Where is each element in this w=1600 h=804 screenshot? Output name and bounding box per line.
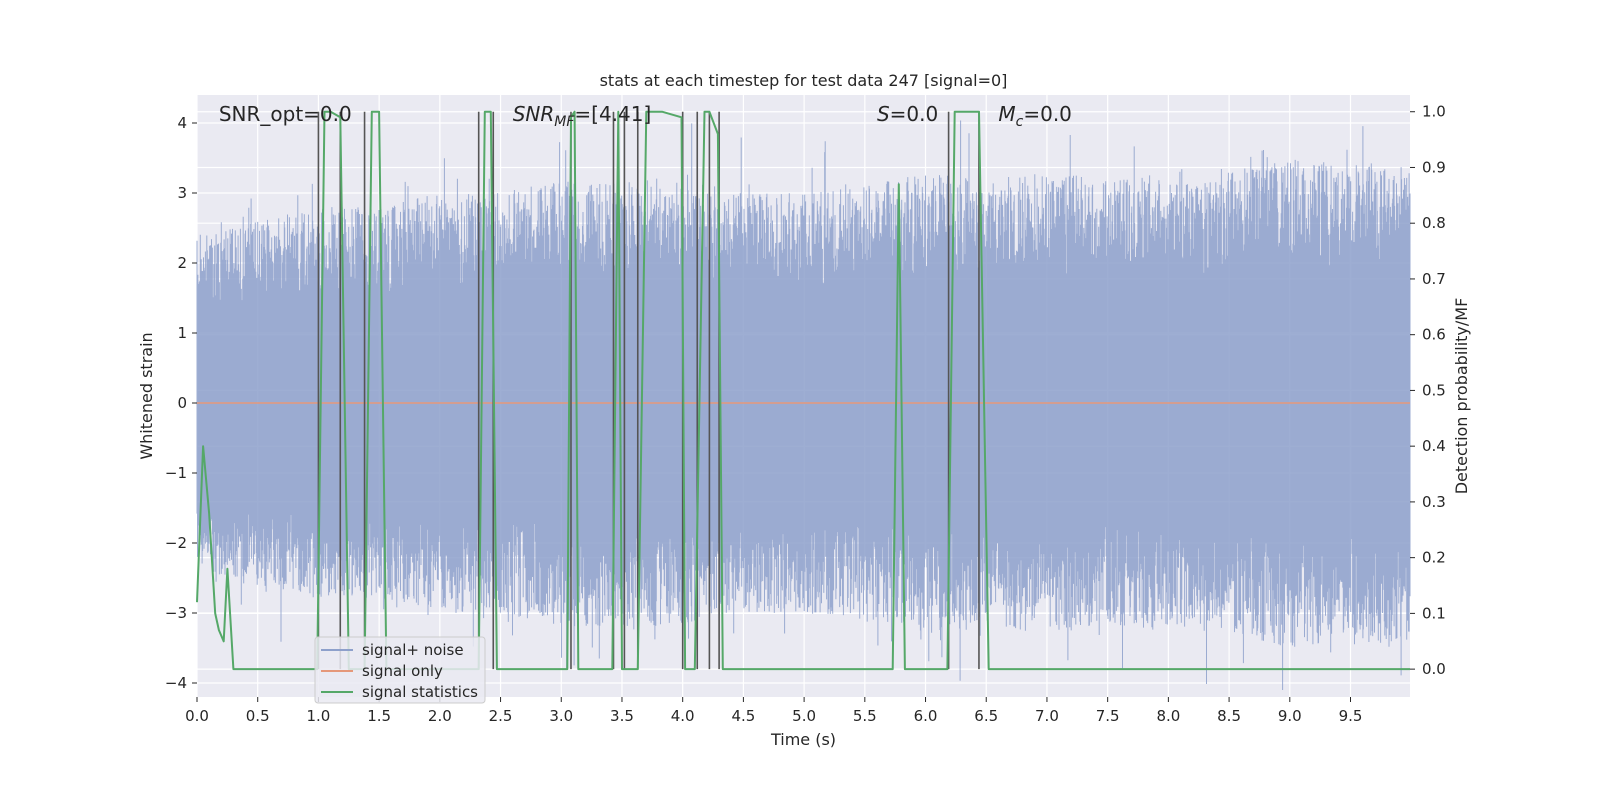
legend-entry-signal-noise: signal+ noise xyxy=(362,641,464,659)
x-tick-label-7: 3.5 xyxy=(610,707,634,725)
y-left-tick-label-6: 2 xyxy=(177,254,187,272)
y-right-tick-label-7: 0.7 xyxy=(1422,270,1446,288)
x-tick-label-14: 7.0 xyxy=(1035,707,1059,725)
x-tick-label-2: 1.0 xyxy=(306,707,330,725)
x-tick-label-11: 5.5 xyxy=(853,707,877,725)
y-right-tick-label-8: 0.8 xyxy=(1422,214,1446,232)
y-left-tick-label-1: −3 xyxy=(165,604,187,622)
noise-trace xyxy=(196,120,1411,690)
y-right-tick-label-10: 1.0 xyxy=(1422,103,1446,121)
series-signal-statistics xyxy=(196,110,1410,671)
x-axis-ticks: 0.0 0.5 1.0 1.5 2.0 2.5 3.0 3.5 4.0 4.5 5.0 5.5 6.0 6… xyxy=(185,697,1362,725)
y-left-tick-label-5: 1 xyxy=(177,324,187,342)
y-right-tick-label-9: 0.9 xyxy=(1422,158,1446,176)
annotation-s-rest: =0.0 xyxy=(890,102,939,126)
x-axis-label: Time (s) xyxy=(770,730,836,749)
y-axis-right-label: Detection probability/MF xyxy=(1452,298,1471,495)
chart-title: stats at each timestep for test data 247… xyxy=(600,71,1008,90)
annotation-mc: Mc=0.0 xyxy=(998,102,1072,130)
x-tick-label-12: 6.0 xyxy=(914,707,938,725)
x-tick-label-5: 2.5 xyxy=(489,707,513,725)
y-left-tick-label-0: −4 xyxy=(165,674,187,692)
annotation-snr-mf-rest: =[4.41] xyxy=(574,102,651,126)
y-left-tick-label-3: −1 xyxy=(165,464,187,482)
x-tick-label-16: 8.0 xyxy=(1156,707,1180,725)
annotation-snr-opt: SNR_opt=0.0 xyxy=(219,102,352,126)
y-left-tick-label-2: −2 xyxy=(165,534,187,552)
legend: signal+ noise signal only signal statist… xyxy=(314,636,486,704)
y-left-tick-label-4: 0 xyxy=(177,394,187,412)
x-tick-label-15: 7.5 xyxy=(1096,707,1120,725)
annotation-mc-sub: c xyxy=(1016,114,1024,130)
x-tick-label-10: 5.0 xyxy=(792,707,816,725)
y-right-tick-label-5: 0.5 xyxy=(1422,381,1446,399)
annotation-snr-mf-sub: MF xyxy=(554,114,575,130)
legend-entry-signal-statistics: signal statistics xyxy=(362,683,478,701)
annotation-snr-mf: SNRMF=[4.41] xyxy=(513,102,652,130)
annotation-mc-rest: =0.0 xyxy=(1023,102,1072,126)
annotation-s-italic: S xyxy=(877,102,890,126)
y-right-tick-label-6: 0.6 xyxy=(1422,326,1446,344)
x-tick-label-1: 0.5 xyxy=(246,707,270,725)
x-tick-label-17: 8.5 xyxy=(1217,707,1241,725)
x-tick-label-8: 4.0 xyxy=(671,707,695,725)
y-axis-left-ticks: −4 −3 −2 −1 0 1 2 3 4 xyxy=(165,114,197,692)
annotation-mc-base: M xyxy=(998,102,1015,126)
y-axis-left-label: Whitened strain xyxy=(137,332,156,459)
legend-box xyxy=(314,636,486,704)
statistics-line xyxy=(196,110,1410,671)
y-right-tick-label-4: 0.4 xyxy=(1422,437,1446,455)
x-tick-label-0: 0.0 xyxy=(185,707,209,725)
x-tick-label-3: 1.5 xyxy=(367,707,391,725)
x-tick-label-6: 3.0 xyxy=(549,707,573,725)
y-left-tick-label-8: 4 xyxy=(177,114,187,132)
series-signal-noise xyxy=(196,120,1411,690)
x-tick-label-4: 2.0 xyxy=(428,707,452,725)
x-tick-label-18: 9.0 xyxy=(1278,707,1302,725)
x-tick-label-13: 6.5 xyxy=(974,707,998,725)
y-right-tick-label-3: 0.3 xyxy=(1422,493,1446,511)
x-tick-label-9: 4.5 xyxy=(731,707,755,725)
annotation-snr-mf-base: SNR xyxy=(513,102,555,126)
annotation-s: S=0.0 xyxy=(877,102,938,126)
y-right-tick-label-0: 0.0 xyxy=(1422,660,1446,678)
y-axis-right-ticks: 0.0 0.1 0.2 0.3 0.4 0.5 0.6 0.7 0.8 0.9 1.0 xyxy=(1410,103,1446,678)
x-tick-label-19: 9.5 xyxy=(1339,707,1363,725)
y-right-tick-label-2: 0.2 xyxy=(1422,549,1446,567)
y-right-tick-label-1: 0.1 xyxy=(1422,604,1446,622)
y-left-tick-label-7: 3 xyxy=(177,184,187,202)
legend-entry-signal-only: signal only xyxy=(362,662,443,680)
